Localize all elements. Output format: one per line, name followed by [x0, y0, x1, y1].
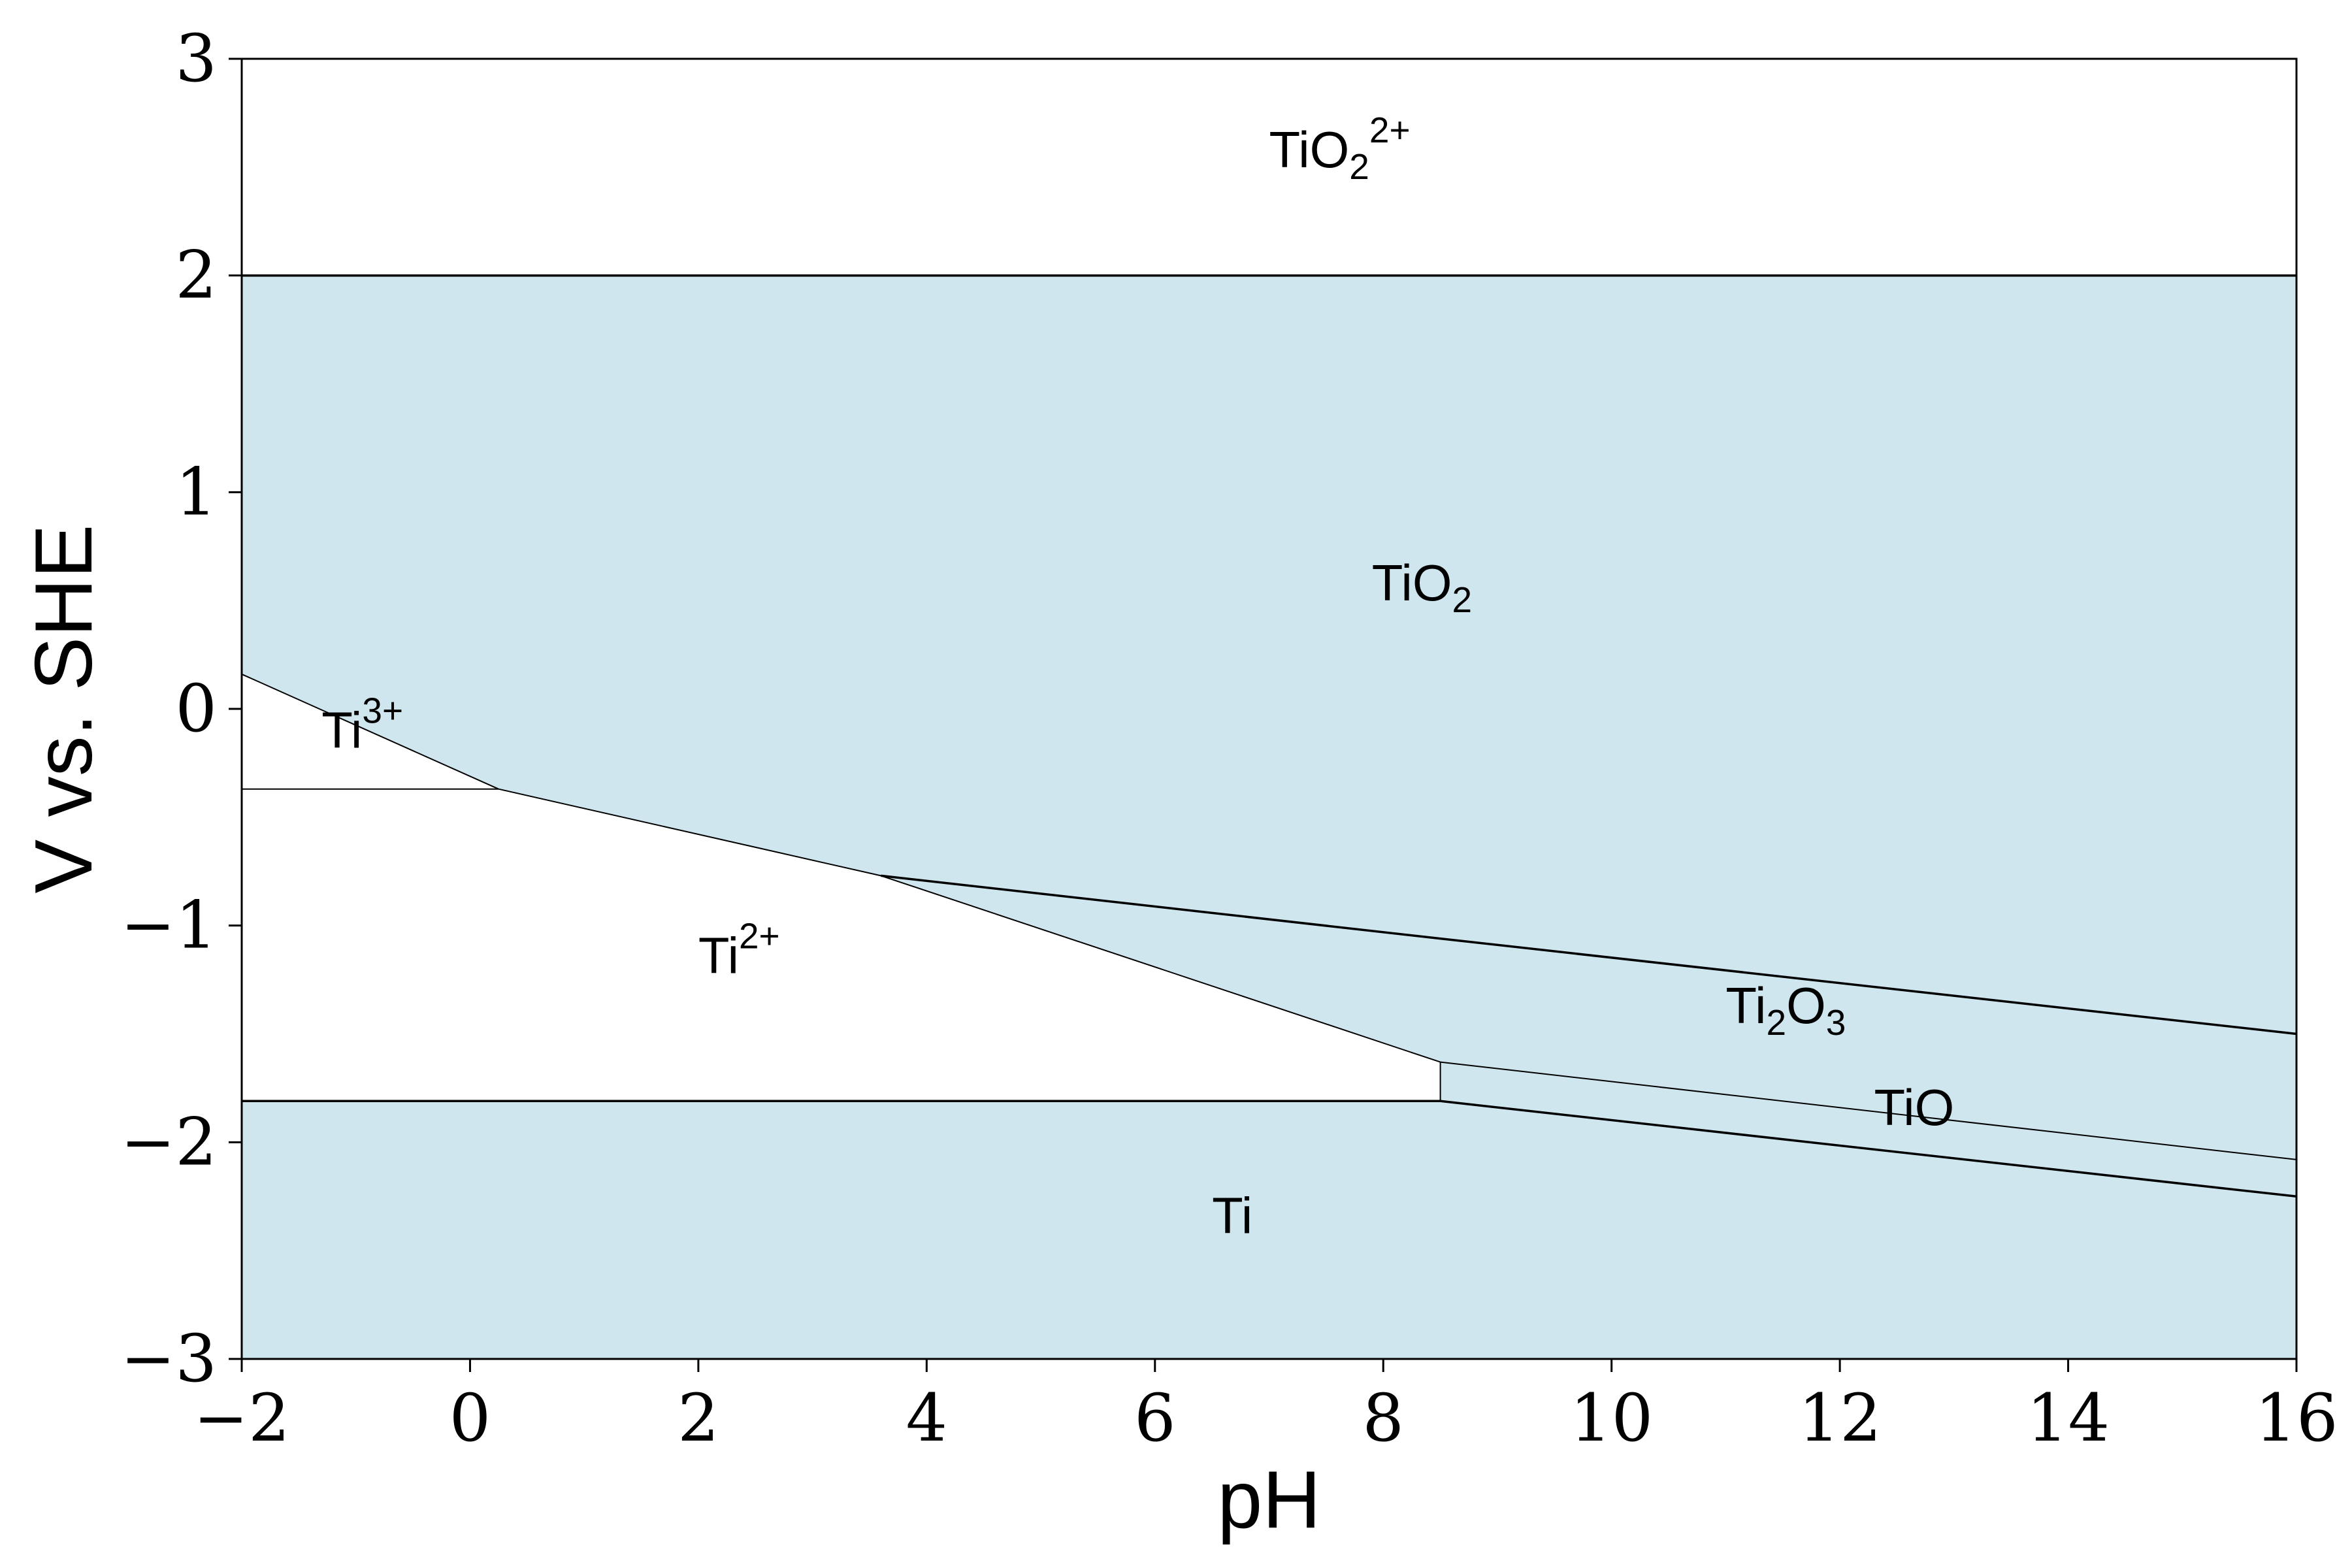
x-tick-label: 6 — [1134, 1380, 1176, 1456]
y-axis-ticks: −3 −2 −1 0 1 2 3 — [121, 20, 242, 1397]
y-tick-label: −1 — [121, 887, 217, 964]
x-tick-label: 14 — [2027, 1380, 2110, 1456]
boundaries-layer — [241, 274, 2297, 1198]
region-label-ti2plus: Ti2+ — [698, 916, 780, 985]
region-label-ti3plus: Ti3+ — [321, 691, 403, 759]
y-tick-label: −3 — [121, 1320, 217, 1397]
y-tick-label: 3 — [175, 20, 217, 97]
tio2-ti2plus-boundary — [498, 788, 881, 877]
x-tick-label: 4 — [906, 1380, 948, 1456]
region-ti2plus — [242, 789, 1441, 1102]
region-labels-layer: TiO22+ TiO2 Ti3+ Ti2+ Ti2O3 TiO Ti — [321, 110, 1954, 1245]
region-label-tio: TiO — [1874, 1079, 1955, 1136]
region-label-tio2-2plus: TiO22+ — [1269, 110, 1411, 187]
region-ti — [242, 1101, 2296, 1359]
y-tick-label: −2 — [121, 1103, 217, 1180]
ti2o3-tio-boundary — [1440, 1061, 2297, 1160]
regions-layer — [242, 59, 2297, 1359]
region-tio2 — [242, 275, 2296, 1034]
ti2plus-ti2o3-boundary — [881, 875, 1441, 1063]
region-tio — [1440, 1062, 2296, 1197]
ti-upper-boundary — [242, 1100, 2297, 1198]
x-tick-label: 10 — [1570, 1380, 1653, 1456]
tio2-ti3plus-boundary — [241, 673, 499, 790]
x-tick-label: 16 — [2255, 1380, 2338, 1456]
x-tick-label: 2 — [678, 1380, 719, 1456]
region-label-ti2o3: Ti2O3 — [1725, 977, 1846, 1043]
x-axis-title: pH — [1217, 1455, 1321, 1545]
x-tick-label: 8 — [1362, 1380, 1404, 1456]
region-label-tio2: TiO2 — [1372, 554, 1472, 620]
tio2-ti2o3-boundary — [881, 874, 2297, 1036]
y-tick-label: 0 — [175, 670, 217, 747]
region-label-ti: Ti — [1212, 1187, 1252, 1245]
x-tick-label: 12 — [1798, 1380, 1881, 1456]
y-tick-label: 1 — [175, 453, 217, 530]
x-tick-label: −2 — [193, 1380, 289, 1456]
y-tick-label: 2 — [175, 237, 217, 314]
x-axis-ticks: −2 0 2 4 6 8 10 12 14 16 — [193, 1359, 2338, 1456]
region-tio2-2plus — [242, 59, 2296, 276]
y-axis-title: V vs. SHE — [19, 524, 109, 893]
region-ti2o3 — [881, 875, 2297, 1160]
x-tick-label: 0 — [449, 1380, 491, 1456]
